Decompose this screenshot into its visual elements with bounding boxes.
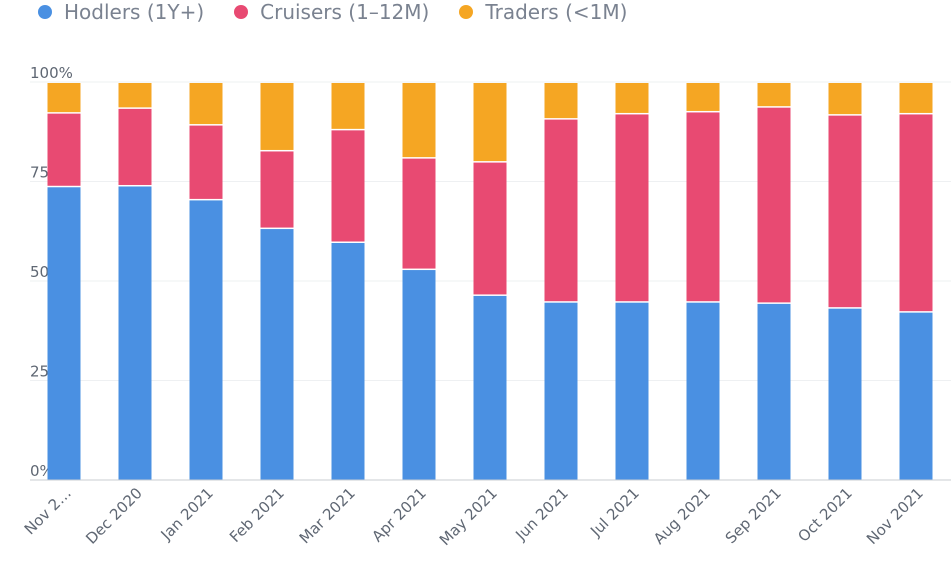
bar-segment-cruisers[interactable] <box>47 113 81 186</box>
bar-segment-cruisers[interactable] <box>615 114 649 302</box>
bar-segment-hodlers[interactable] <box>189 200 223 480</box>
bar-segment-cruisers[interactable] <box>331 130 365 242</box>
x-tick-label: Sep 2021 <box>722 484 785 547</box>
legend-marker <box>234 5 249 19</box>
legend-item-cruisers[interactable]: Cruisers (1–12M) <box>234 0 429 24</box>
bar-segment-hodlers[interactable] <box>899 312 933 480</box>
bar-segment-cruisers[interactable] <box>118 108 152 185</box>
x-tick-label: Jul 2021 <box>586 484 643 541</box>
bar-segment-cruisers[interactable] <box>402 158 436 269</box>
x-tick-label: Apr 2021 <box>368 484 429 545</box>
x-tick-label: May 2021 <box>436 484 501 549</box>
bar-segment-cruisers[interactable] <box>189 125 223 199</box>
bar-segment-traders[interactable] <box>189 83 223 125</box>
y-tick-label: 100% <box>30 64 73 82</box>
bar-segment-cruisers[interactable] <box>260 151 294 228</box>
bar-segment-hodlers[interactable] <box>47 187 81 480</box>
legend-marker <box>38 5 52 19</box>
bar-segment-cruisers[interactable] <box>544 119 578 302</box>
legend-item-traders[interactable]: Traders (<1M) <box>459 0 627 24</box>
bar-segment-hodlers[interactable] <box>402 270 436 480</box>
bar-segment-hodlers[interactable] <box>544 302 578 480</box>
legend-label: Hodlers (1Y+) <box>64 0 205 24</box>
legend-item-hodlers[interactable]: Hodlers (1Y+) <box>38 0 204 24</box>
bar-segment-traders[interactable] <box>828 83 862 115</box>
x-tick-label: Mar 2021 <box>296 484 359 547</box>
legend: Hodlers (1Y+) Cruisers (1–12M) Traders (… <box>38 0 627 24</box>
bar-segment-hodlers[interactable] <box>331 242 365 480</box>
x-tick-label: Dec 2020 <box>82 484 146 548</box>
bar-segment-traders[interactable] <box>473 83 507 162</box>
bar-segment-hodlers[interactable] <box>118 186 152 480</box>
bar-segment-hodlers[interactable] <box>828 308 862 480</box>
bar-segment-traders[interactable] <box>260 83 294 150</box>
x-tick-label: Oct 2021 <box>794 484 855 545</box>
bar-segment-traders[interactable] <box>544 83 578 119</box>
bar-segment-traders[interactable] <box>402 83 436 158</box>
bar-segment-traders[interactable] <box>118 83 152 108</box>
x-tick-label: Jan 2021 <box>157 484 217 544</box>
x-tick-label: Jun 2021 <box>511 484 571 544</box>
x-tick-label: Nov 2… <box>21 484 75 538</box>
bar-segment-hodlers[interactable] <box>686 302 720 480</box>
bar-segment-hodlers[interactable] <box>615 302 649 480</box>
x-tick-label: Nov 2021 <box>863 484 927 548</box>
bar-segment-traders[interactable] <box>47 83 81 113</box>
bar-segment-cruisers[interactable] <box>899 114 933 312</box>
x-tick-label: Aug 2021 <box>650 484 714 548</box>
bar-segment-traders[interactable] <box>331 83 365 129</box>
bar-segment-hodlers[interactable] <box>473 295 507 480</box>
legend-label: Cruisers (1–12M) <box>260 0 430 24</box>
bar-segment-cruisers[interactable] <box>686 112 720 302</box>
bar-segment-traders[interactable] <box>615 83 649 113</box>
bar-segment-traders[interactable] <box>899 83 933 113</box>
legend-marker <box>459 5 474 19</box>
bar-segment-cruisers[interactable] <box>828 115 862 308</box>
bar-segment-traders[interactable] <box>686 83 720 111</box>
x-tick-label: Feb 2021 <box>226 484 288 546</box>
bar-segment-traders[interactable] <box>757 83 791 107</box>
bar-segment-cruisers[interactable] <box>757 107 791 303</box>
bar-segment-hodlers[interactable] <box>757 303 791 480</box>
legend-label: Traders (<1M) <box>485 0 628 24</box>
bar-segment-cruisers[interactable] <box>473 162 507 295</box>
bar-segment-hodlers[interactable] <box>260 229 294 480</box>
